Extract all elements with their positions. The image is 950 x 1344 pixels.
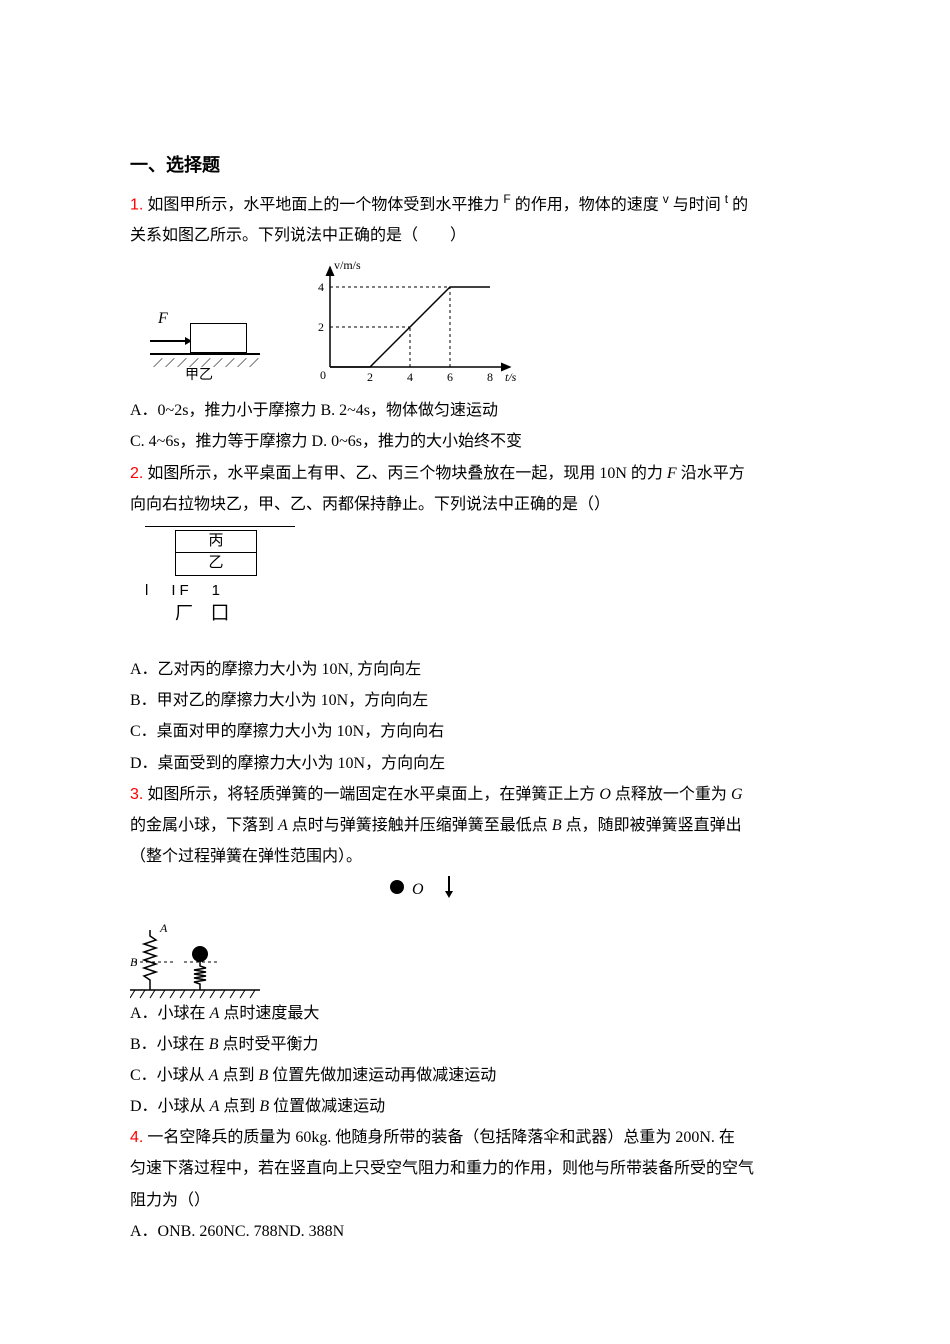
q2-text-b: 沿水平方 — [681, 465, 745, 482]
svg-text:8: 8 — [487, 370, 493, 384]
q1-option-ab: A．0~2s，推力小于摩擦力 B. 2~4s，物体做匀速运动 — [130, 397, 850, 424]
q3-oc-B: B — [258, 1067, 268, 1084]
q1-text-d: 的 — [732, 196, 748, 213]
q1-block-diagram: F ／／／／／／／／／ 甲乙 — [130, 277, 260, 387]
q1-left-label: 甲乙 — [185, 364, 213, 388]
q3-text-b: 点释放一个重为 — [615, 786, 727, 803]
q1-arrow-icon — [150, 340, 190, 342]
svg-text:4: 4 — [318, 280, 324, 294]
q3-oa-A: A — [210, 1005, 220, 1022]
q3-od-B: B — [259, 1098, 269, 1115]
q2-legs: 厂 囗 — [175, 598, 229, 629]
q3-od-A: A — [210, 1098, 220, 1115]
q3-spring-diagram: A B — [130, 910, 270, 1000]
q2-stem-line2: 向向右拉物块乙，甲、乙、丙都保持静止。下列说法中正确的是（） — [130, 491, 850, 518]
q4-stem-line3: 阻力为（） — [130, 1187, 850, 1214]
q3-top-ball: O — [390, 876, 850, 903]
q2-option-d: D．桌面受到的摩擦力大小为 10N，方向向左 — [130, 750, 850, 777]
q3-od-3: 位置做减速运动 — [273, 1098, 385, 1115]
q1-xlabel: t/s — [505, 370, 517, 384]
q3-ob-1: B．小球在 — [130, 1036, 205, 1053]
q3-O-label: O — [412, 881, 424, 898]
q2-F: F — [667, 465, 677, 482]
q3-option-b: B．小球在 B 点时受平衡力 — [130, 1031, 850, 1058]
q2-option-a: A．乙对丙的摩擦力大小为 10N, 方向向左 — [130, 656, 850, 683]
q3-text-a: 如图所示，将轻质弹簧的一端固定在水平桌面上，在弹簧正上方 — [147, 786, 595, 803]
q2-option-c: C．桌面对甲的摩擦力大小为 10N，方向向右 — [130, 718, 850, 745]
q1-F: F — [503, 192, 510, 206]
q1-graph-svg: v/m/s t/s 0 2 4 6 8 2 4 — [300, 257, 520, 387]
q3-A: A — [278, 817, 288, 834]
q1-ylabel: v/m/s — [334, 258, 361, 272]
q2-text-a: 如图所示，水平桌面上有甲、乙、丙三个物块叠放在一起，现用 10N 的力 — [147, 465, 663, 482]
q2-box-yi: 乙 — [175, 552, 257, 576]
q3-text-e: 点，随即被弹簧竖直弹出 — [566, 817, 742, 834]
q3-oc-2: 点到 — [222, 1067, 254, 1084]
q1-stem-line2: 关系如图乙所示。下列说法中正确的是（ ） — [130, 222, 850, 249]
q3-B: B — [552, 817, 562, 834]
q1-option-cd: C. 4~6s，推力等于摩擦力 D. 0~6s，推力的大小始终不变 — [130, 428, 850, 455]
q3-od-2: 点到 — [223, 1098, 255, 1115]
q3-O: O — [599, 786, 611, 803]
q1-origin: 0 — [320, 368, 326, 382]
q3-ob-2: 点时受平衡力 — [222, 1036, 318, 1053]
q3-ball-icon — [390, 880, 404, 894]
svg-text:2: 2 — [367, 370, 373, 384]
q3-arrow-down-icon — [448, 876, 450, 896]
q1-F-label: F — [158, 305, 168, 332]
q1-text-b: 的作用，物体的速度 — [515, 196, 659, 213]
q4-number: 4. — [130, 1129, 143, 1146]
q3-oa-1: A．小球在 — [130, 1005, 206, 1022]
svg-text:4: 4 — [407, 370, 413, 384]
q1-text-a: 如图甲所示，水平地面上的一个物体受到水平推力 — [147, 196, 499, 213]
q4-text-a: 一名空降兵的质量为 60kg. 他随身所带的装备（包括降落伞和武器）总重为 20… — [147, 1129, 735, 1146]
q3-spring-svg: A B — [130, 910, 270, 1002]
q2-stack-diagram: 丙 乙 l IF 1 厂 囗 — [145, 526, 305, 646]
q1-vt-graph: v/m/s t/s 0 2 4 6 8 2 4 — [300, 257, 520, 387]
section-title: 一、选择题 — [130, 150, 850, 181]
q3-option-c: C．小球从 A 点到 B 位置先做加速运动再做减速运动 — [130, 1062, 850, 1089]
q3-number: 3. — [130, 786, 143, 803]
q4-stem-line2: 匀速下落过程中，若在竖直向上只受空气阻力和重力的作用，则他与所带装备所受的空气 — [130, 1155, 850, 1182]
q3-text-c: 的金属小球，下落到 — [130, 817, 274, 834]
q3-stem-line1: 3. 如图所示，将轻质弹簧的一端固定在水平桌面上，在弹簧正上方 O 点释放一个重… — [130, 781, 850, 808]
page: 一、选择题 1. 如图甲所示，水平地面上的一个物体受到水平推力 F 的作用，物体… — [0, 0, 950, 1309]
q1-block — [190, 323, 247, 353]
q1-stem-line1: 1. 如图甲所示，水平地面上的一个物体受到水平推力 F 的作用，物体的速度 v … — [130, 189, 850, 219]
q3-A-label: A — [159, 921, 168, 935]
q3-text-d: 点时与弹簧接触并压缩弹簧至最低点 — [292, 817, 548, 834]
q2-box-bing: 丙 — [175, 530, 257, 554]
q2-table-line — [145, 526, 295, 527]
q1-number: 1. — [130, 196, 143, 213]
q2-number: 2. — [130, 465, 143, 482]
svg-text:2: 2 — [318, 320, 324, 334]
q3-oc-1: C．小球从 — [130, 1067, 205, 1084]
q2-stem-line1: 2. 如图所示，水平桌面上有甲、乙、丙三个物块叠放在一起，现用 10N 的力 F… — [130, 460, 850, 487]
q4-options: A．ONB. 260NC. 788ND. 388N — [130, 1218, 850, 1245]
q3-option-a: A．小球在 A 点时速度最大 — [130, 1000, 850, 1027]
q3-oa-2: 点时速度最大 — [223, 1005, 319, 1022]
q3-B-label: B — [130, 955, 138, 969]
q3-stem-line2: 的金属小球，下落到 A 点时与弹簧接触并压缩弹簧至最低点 B 点，随即被弹簧竖直… — [130, 812, 850, 839]
q3-stem-line3: （整个过程弹簧在弹性范围内）。 — [130, 843, 850, 870]
svg-text:6: 6 — [447, 370, 453, 384]
q3-oc-A: A — [209, 1067, 219, 1084]
q1-text-c: 与时间 — [673, 196, 721, 213]
q2-option-b: B．甲对乙的摩擦力大小为 10N，方向向左 — [130, 687, 850, 714]
q1-v: v — [663, 192, 669, 206]
q3-od-1: D．小球从 — [130, 1098, 206, 1115]
q3-ob-B: B — [209, 1036, 219, 1053]
q3-option-d: D．小球从 A 点到 B 位置做减速运动 — [130, 1093, 850, 1120]
q3-G: G — [731, 786, 743, 803]
q3-oc-3: 位置先做加速运动再做减速运动 — [272, 1067, 496, 1084]
q1-diagrams: F ／／／／／／／／／ 甲乙 v/m/s t/s 0 — [130, 257, 850, 387]
q1-t: t — [725, 192, 728, 206]
q4-stem-line1: 4. 一名空降兵的质量为 60kg. 他随身所带的装备（包括降落伞和武器）总重为… — [130, 1124, 850, 1151]
